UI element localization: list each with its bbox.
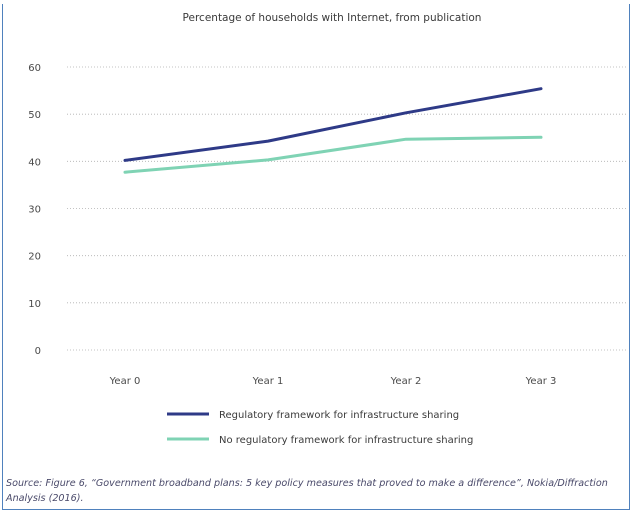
top-strip — [0, 0, 632, 4]
y-tick-label: 0 — [35, 346, 41, 357]
series-line-1 — [123, 87, 543, 162]
y-tick-label: 20 — [28, 252, 41, 263]
x-tick-label: Year 2 — [390, 376, 422, 387]
chart-title: Percentage of households with Internet, … — [183, 12, 482, 24]
y-tick-label: 50 — [28, 110, 41, 121]
x-tick-label: Year 1 — [252, 376, 284, 387]
y-tick-label: 60 — [28, 63, 41, 74]
x-tick-label: Year 3 — [525, 376, 557, 387]
y-tick-label: 40 — [28, 157, 41, 168]
y-tick-label: 10 — [28, 299, 41, 310]
line-chart: Percentage of households with Internet, … — [28, 12, 628, 446]
x-tick-label: Year 0 — [109, 376, 141, 387]
source-note: Source: Figure 6, “Government broadband … — [6, 478, 608, 504]
legend-label-1: Regulatory framework for infrastructure … — [219, 410, 459, 421]
series-line-2 — [123, 135, 543, 174]
legend-label-2: No regulatory framework for infrastructu… — [219, 435, 473, 446]
y-tick-label: 30 — [28, 205, 41, 216]
